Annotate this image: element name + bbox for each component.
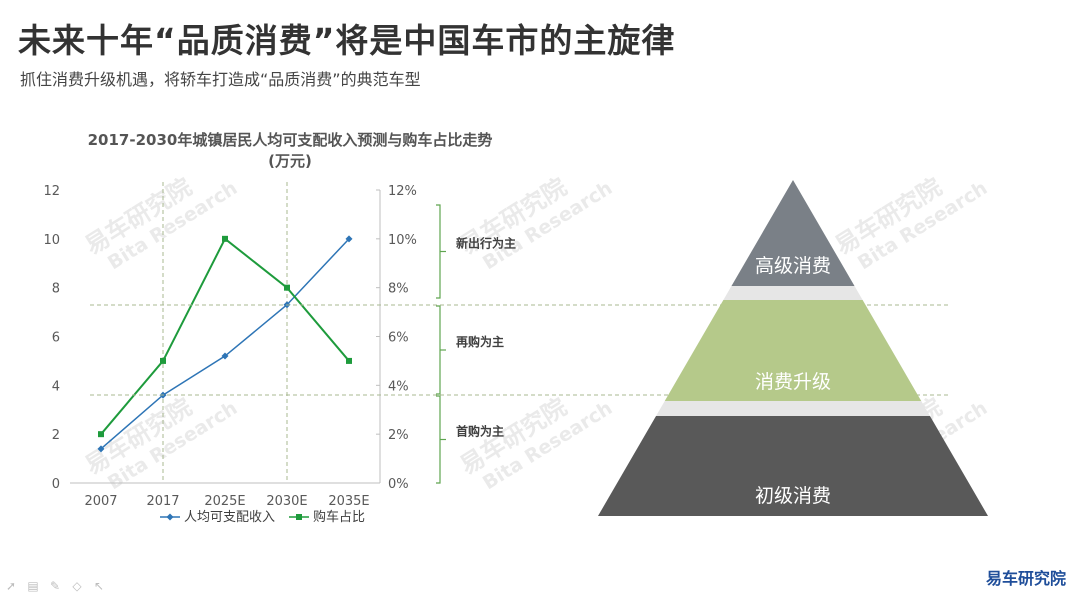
y-tick-label-left: 0 <box>52 477 60 492</box>
page-subtitle: 抓住消费升级机遇，将轿车打造成“品质消费”的典范车型 <box>20 70 421 89</box>
pyramid-level <box>664 300 922 401</box>
cursor-icon[interactable]: ↖ <box>93 579 105 593</box>
y-tick-label-left: 10 <box>43 233 60 248</box>
brand-logo: 易车研究院 <box>985 569 1066 588</box>
y-tick-label-left: 12 <box>43 184 60 199</box>
line-chart: 0 2 4 6 8 10 12 0% 2% 4% 6% 8% 10% 12% 2007 2017 2025E 20… <box>43 182 516 525</box>
data-point <box>98 431 104 438</box>
x-tick-label: 2017 <box>146 494 179 509</box>
pyramid-level-label: 初级消费 <box>755 485 831 507</box>
pyramid-level <box>731 180 855 286</box>
y-tick-label-right: 10% <box>388 233 417 248</box>
y-tick-label-left: 6 <box>52 331 60 346</box>
data-point <box>97 445 105 453</box>
eraser-icon[interactable]: ◇ <box>72 579 82 593</box>
pyramid-level-label: 高级消费 <box>755 255 831 277</box>
legend-label: 购车占比 <box>313 509 365 525</box>
page-title: 未来十年“品质消费”将是中国车市的主旋律 <box>18 21 676 60</box>
pointer-icon[interactable]: ➚ <box>5 579 17 593</box>
legend-marker <box>296 514 302 520</box>
pyramid-separator <box>723 286 863 300</box>
stage-label: 再购为主 <box>456 334 504 349</box>
y-tick-label-right: 0% <box>388 477 409 492</box>
data-point <box>221 352 229 360</box>
chart-title: 2017-2030年城镇居民人均可支配收入预测与购车占比走势(万元) <box>87 131 493 170</box>
y-tick-label-right: 2% <box>388 428 409 443</box>
presentation-toolbar: ➚ ▤ ✎ ◇ ↖ <box>4 579 106 593</box>
y-tick-label-right: 12% <box>388 184 417 199</box>
stage-label: 新出行为主 <box>456 236 516 251</box>
data-point <box>345 235 353 243</box>
x-tick-label: 2030E <box>266 494 307 509</box>
y-tick-label-left: 2 <box>52 428 60 443</box>
legend-marker <box>166 513 174 521</box>
data-point <box>160 357 166 364</box>
data-point <box>346 357 352 364</box>
pyramid-separator <box>656 401 930 416</box>
pen-icon[interactable]: ✎ <box>49 579 61 593</box>
slides-icon[interactable]: ▤ <box>27 579 39 593</box>
y-tick-label-right: 6% <box>388 331 409 346</box>
y-tick-label-left: 4 <box>52 379 60 394</box>
pyramid-level <box>598 416 988 516</box>
y-tick-label-right: 4% <box>388 379 409 394</box>
stage-label: 首购为主 <box>456 424 504 439</box>
x-tick-label: 2025E <box>204 494 245 509</box>
x-tick-label: 2007 <box>84 494 117 509</box>
y-tick-label-right: 8% <box>388 282 409 297</box>
data-point <box>284 284 290 291</box>
data-point <box>222 235 228 242</box>
pyramid-level-label: 消费升级 <box>755 371 831 393</box>
x-tick-label: 2035E <box>328 494 369 509</box>
y-tick-label-left: 8 <box>52 282 60 297</box>
legend-label: 人均可支配收入 <box>184 510 275 525</box>
